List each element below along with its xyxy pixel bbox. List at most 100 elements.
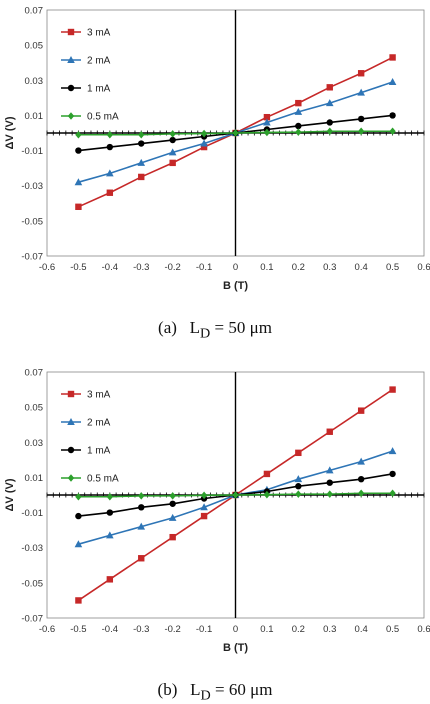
data-point — [200, 503, 208, 511]
data-point — [106, 576, 114, 583]
data-point — [169, 130, 176, 138]
data-point — [169, 533, 176, 541]
chart-a-x-tick-label: 0.1 — [260, 262, 273, 273]
chart-a-legend-entry: 3 mA — [61, 28, 111, 39]
data-point — [294, 107, 303, 115]
chart-a-legend-entry: 1 mA — [61, 84, 111, 95]
caption-a-value: = 50 μm — [210, 318, 272, 337]
chart-a-y-axis-label: ΔV (V) — [4, 116, 16, 149]
data-point — [357, 457, 365, 465]
chart-b-y-tick-label: -0.01 — [21, 508, 43, 519]
data-point — [138, 140, 145, 147]
legend-label: 3 mA — [87, 390, 111, 401]
data-point — [168, 148, 177, 156]
chart-b-x-tick-label: 0.6 — [417, 624, 430, 635]
legend-swatch-marker — [67, 84, 75, 92]
legend-swatch-marker — [67, 418, 75, 425]
chart-a-y-tick-label: -0.01 — [21, 146, 43, 157]
data-point — [326, 127, 333, 136]
data-point — [389, 127, 396, 136]
legend-label: 0.5 mA — [87, 474, 119, 485]
data-point — [295, 99, 302, 107]
data-point — [389, 54, 396, 61]
legend-swatch-marker — [67, 112, 75, 120]
data-point — [389, 386, 396, 393]
data-point — [357, 489, 365, 498]
caption-b-value: = 60 μm — [210, 680, 273, 699]
chart-a-legend-entry: 2 mA — [61, 56, 111, 67]
data-point — [389, 470, 396, 478]
data-point — [168, 513, 177, 521]
data-point — [389, 112, 396, 119]
data-point — [169, 500, 176, 507]
data-point — [357, 475, 365, 483]
data-point — [357, 407, 365, 414]
chart-a-x-tick-label: 0.4 — [355, 262, 368, 273]
chart-a-x-tick-label: -0.5 — [70, 262, 86, 273]
chart-b-y-axis-label: ΔV (V) — [4, 478, 16, 511]
chart-b-legend-entry: 1 mA — [61, 446, 111, 457]
chart-b-y-tick-label: 0.07 — [25, 368, 44, 379]
data-point — [357, 70, 365, 77]
data-point — [169, 159, 176, 167]
data-point — [106, 492, 114, 501]
chart-a-legend-entry: 0.5 mA — [61, 112, 119, 123]
data-point — [294, 475, 303, 483]
legend-label: 1 mA — [87, 446, 111, 457]
chart-a-y-tick-label: -0.05 — [21, 216, 43, 227]
data-point — [106, 130, 114, 139]
chart-a-x-tick-label: -0.3 — [133, 262, 149, 273]
data-point — [138, 555, 145, 562]
chart-b-x-tick-label: -0.5 — [70, 624, 86, 635]
chart-a-x-axis-label: B (T) — [223, 280, 248, 292]
data-point — [169, 492, 176, 500]
legend-swatch-marker — [67, 28, 75, 36]
data-point — [137, 158, 146, 166]
data-point — [232, 491, 239, 499]
chart-b-legend-entry: 0.5 mA — [61, 474, 119, 485]
data-point — [326, 490, 333, 498]
chart-b: -0.6 -0.5 -0.4 -0.3 -0.2 -0.1 0 0.1 0.2 0.3 0.4 0.5… — [4, 368, 430, 655]
data-point — [106, 531, 114, 539]
legend-swatch-marker — [67, 390, 75, 398]
data-point — [74, 178, 83, 186]
caption-b-text: L — [190, 680, 201, 699]
chart-b-x-tick-label: -0.2 — [164, 624, 180, 635]
data-point — [389, 489, 396, 498]
data-point — [232, 129, 239, 137]
data-point — [75, 492, 82, 501]
chart-a-y-tick-label: 0.07 — [25, 6, 44, 17]
data-point — [137, 522, 146, 530]
caption-b: (b) LD = 60 μm — [0, 680, 430, 704]
data-point — [138, 173, 145, 181]
chart-b-y-tick-label: 0.03 — [25, 438, 44, 449]
data-point — [295, 122, 302, 130]
data-point — [326, 84, 333, 91]
data-point — [295, 128, 302, 136]
chart-a: -0.6 -0.5 -0.4 -0.3 -0.2 -0.1 0 0.1 0.2 0.3 0.4 0.5… — [4, 6, 430, 293]
data-point — [200, 129, 208, 138]
data-point — [106, 189, 114, 196]
chart-b-x-tick-label: 0 — [233, 624, 238, 635]
chart-b-x-tick-label: 0.1 — [260, 624, 273, 635]
legend-label: 0.5 mA — [87, 112, 119, 123]
caption-b-sub: D — [200, 687, 211, 704]
caption-a-text: L — [189, 318, 201, 337]
data-point — [263, 118, 271, 126]
caption-a-sub: D — [200, 325, 211, 342]
data-point — [388, 447, 397, 455]
chart-a-x-tick-label: -0.6 — [39, 262, 55, 273]
data-point — [263, 128, 271, 137]
chart-b-y-tick-label: 0.01 — [25, 473, 44, 484]
caption-b-label: (b) — [157, 680, 178, 699]
legend-swatch-marker — [67, 446, 75, 454]
chart-a-x-tick-label: 0.5 — [386, 262, 399, 273]
chart-a-x-tick-label: -0.2 — [164, 262, 180, 273]
legend-label: 1 mA — [87, 84, 111, 95]
chart-b-x-tick-label: 0.4 — [355, 624, 368, 635]
data-point — [74, 540, 83, 548]
chart-b-legend-entry: 3 mA — [61, 390, 111, 401]
data-point — [106, 509, 114, 516]
data-point — [138, 504, 145, 511]
data-point — [357, 127, 365, 136]
